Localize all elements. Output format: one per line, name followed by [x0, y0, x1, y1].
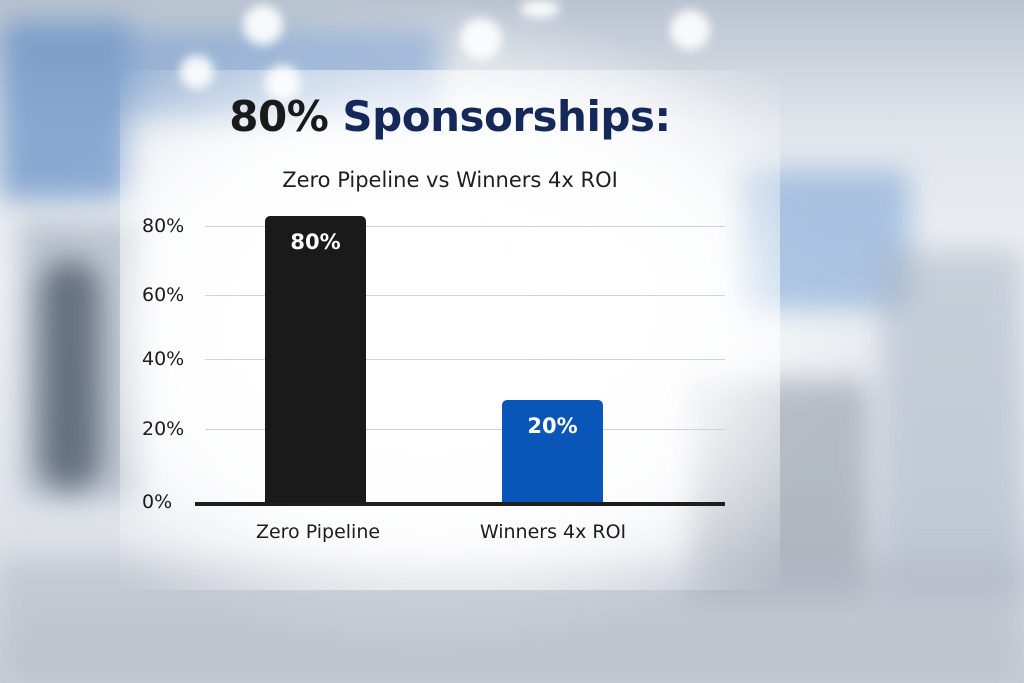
x-category-label: Winners 4x ROI: [479, 521, 627, 543]
background-booth-left: [0, 20, 130, 200]
gridline-60: [205, 295, 725, 296]
chart-subtitle: Zero Pipeline vs Winners 4x ROI: [282, 168, 618, 192]
y-tick-label: 60%: [142, 284, 185, 306]
x-category-label: Zero Pipeline: [255, 521, 381, 543]
ceiling-light: [460, 18, 502, 60]
bar-value-label: 20%: [527, 414, 578, 438]
y-tick-label: 0%: [142, 491, 173, 513]
ceiling-light: [243, 5, 283, 45]
y-tick-label: 40%: [142, 348, 185, 370]
gridline-40: [205, 359, 725, 360]
ceiling-light: [520, 0, 560, 18]
y-tick-label: 80%: [142, 215, 185, 237]
gridline-80: [205, 226, 725, 227]
background-booth-right: [880, 250, 1024, 600]
bar-value-label: 80%: [290, 230, 341, 254]
bar-winners-4x-roi: 20%: [502, 400, 603, 504]
bar-zero-pipeline: 80%: [265, 216, 366, 504]
title-prefix: 80%: [229, 92, 329, 141]
title-accent: Sponsorships:: [342, 92, 671, 141]
gridline-20: [205, 429, 725, 430]
y-tick-label: 20%: [142, 418, 185, 440]
chart-backdrop: [120, 70, 780, 590]
chart-title: 80% Sponsorships:: [0, 92, 900, 141]
ceiling-light: [670, 10, 710, 50]
background-person: [40, 260, 100, 490]
x-axis-baseline: [195, 502, 725, 506]
